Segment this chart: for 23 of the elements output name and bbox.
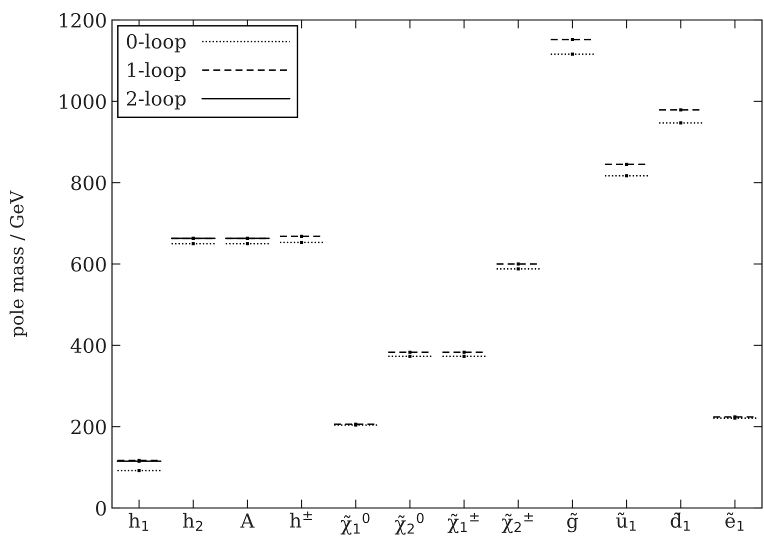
y-tick-label: 600 (71, 256, 106, 272)
y-tick-label: 0 (96, 500, 106, 516)
y-tick-label: 800 (71, 176, 106, 190)
x-tick-label: ũ$_{1}$ (616, 512, 636, 531)
x-tick-label: χ̃$_{2}$$^{0}$ (394, 512, 424, 535)
y-tick-label: 200 (71, 420, 106, 434)
legend-label: 1-loop (128, 62, 186, 81)
legend-label: 2-loop (126, 90, 186, 110)
y-axis-title: pole mass / GeV (10, 190, 28, 337)
y-tick-label: 1000 (60, 94, 106, 109)
y-tick-label: 1200 (60, 12, 106, 28)
y-tick-label: 400 (70, 338, 106, 353)
x-tick-label: χ̃$_{1}$$^{±}$ (448, 512, 479, 534)
x-tick-label: ẽ$_{1}$ (725, 512, 744, 531)
x-tick-label: χ̃$_{1}$$^{0}$ (340, 512, 370, 535)
x-tick-label: h$_{1}$ (128, 512, 148, 531)
x-tick-label: A (240, 513, 255, 528)
legend-label: 0-loop (126, 34, 186, 52)
x-tick-label: d̃$_{1}$ (670, 512, 690, 531)
x-tick-label: h$^{±}$ (290, 511, 312, 528)
x-tick-label: χ̃$_{2}$$^{±}$ (502, 512, 533, 534)
x-tick-label: h$_{2}$ (182, 512, 202, 531)
x-tick-label: g̃ (567, 512, 578, 532)
